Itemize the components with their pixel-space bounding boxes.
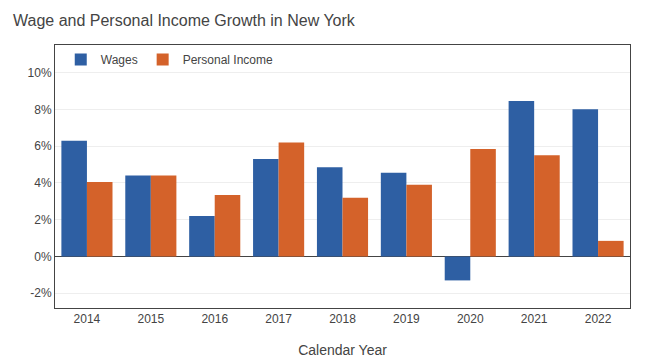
svg-text:2015: 2015 xyxy=(137,312,164,326)
svg-text:2021: 2021 xyxy=(521,312,548,326)
svg-text:6%: 6% xyxy=(34,139,52,153)
svg-text:2016: 2016 xyxy=(201,312,228,326)
svg-text:Wages: Wages xyxy=(101,53,138,67)
svg-text:2014: 2014 xyxy=(74,312,101,326)
svg-text:2018: 2018 xyxy=(329,312,356,326)
svg-text:Personal Income: Personal Income xyxy=(183,53,273,67)
svg-text:2%: 2% xyxy=(34,213,52,227)
svg-text:8%: 8% xyxy=(34,103,52,117)
svg-text:2020: 2020 xyxy=(457,312,484,326)
svg-text:2022: 2022 xyxy=(585,312,612,326)
svg-text:2017: 2017 xyxy=(265,312,292,326)
svg-text:2019: 2019 xyxy=(393,312,420,326)
svg-text:-2%: -2% xyxy=(30,286,52,300)
svg-text:Wage and Personal Income Growt: Wage and Personal Income Growth in New Y… xyxy=(13,12,356,29)
svg-text:Calendar Year: Calendar Year xyxy=(298,342,387,358)
svg-text:0%: 0% xyxy=(34,250,52,264)
svg-text:10%: 10% xyxy=(28,66,52,80)
svg-text:4%: 4% xyxy=(34,176,52,190)
